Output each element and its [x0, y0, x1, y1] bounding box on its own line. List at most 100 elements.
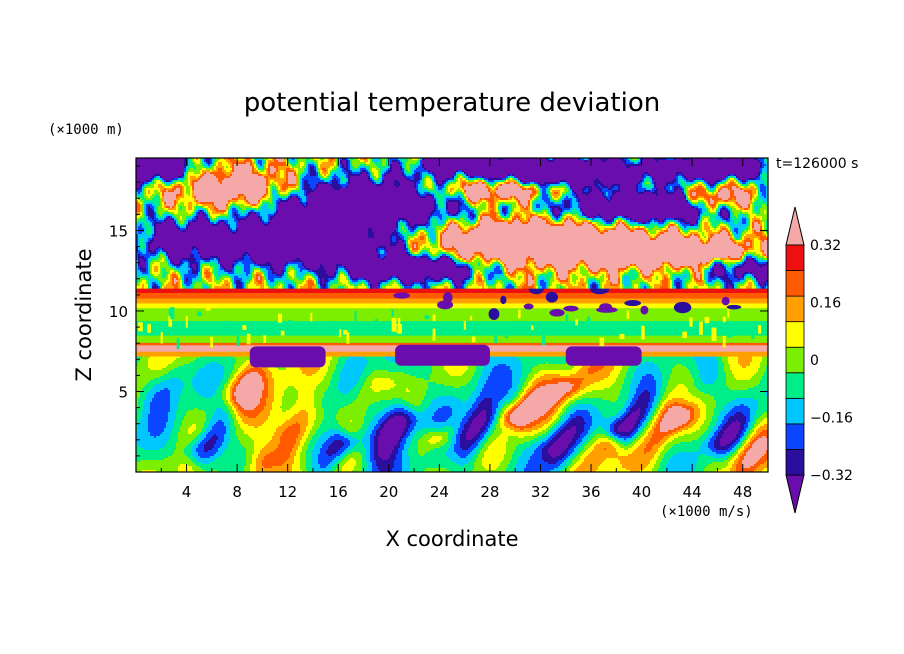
heatmap-cell: [350, 374, 353, 377]
heatmap-cell: [702, 360, 705, 363]
heatmap-cell: [370, 368, 373, 371]
heatmap-cell: [272, 368, 275, 371]
heatmap-cell: [554, 356, 557, 359]
heatmap-cell: [194, 368, 197, 371]
heatmap-cell: [342, 358, 345, 361]
heatmap-cell: [390, 362, 393, 365]
heatmap-cell: [338, 370, 341, 373]
heatmap-cell: [750, 364, 753, 367]
heatmap-cell: [656, 356, 659, 359]
heatmap-cell: [306, 374, 309, 377]
heatmap-cell: [138, 356, 141, 359]
heatmap-cell: [456, 372, 459, 375]
heatmap-cell: [510, 372, 513, 375]
heatmap-cell: [370, 374, 373, 377]
heatmap-cell: [328, 360, 331, 363]
heatmap-cell: [230, 374, 233, 377]
heatmap-cell: [494, 366, 497, 369]
heatmap-cell: [696, 364, 699, 367]
heatmap-cell: [648, 360, 651, 363]
heatmap-cell: [674, 356, 677, 359]
heatmap-cell: [180, 360, 183, 363]
heatmap-cell: [556, 370, 559, 373]
heatmap-cell: [184, 356, 187, 359]
heatmap-cell: [592, 368, 595, 371]
heatmap-cell: [422, 366, 425, 369]
heatmap-cell: [526, 370, 529, 373]
heatmap-cell: [398, 370, 401, 373]
heatmap-cell: [544, 356, 547, 359]
heatmap-cell: [516, 362, 519, 365]
heatmap-cell: [406, 374, 409, 377]
heatmap-cell: [440, 370, 443, 373]
heatmap-cell: [182, 360, 185, 363]
heatmap-cell: [148, 374, 151, 377]
heatmap-cell: [196, 366, 199, 369]
heatmap-cell: [180, 356, 183, 359]
heatmap-cell: [186, 362, 189, 365]
heatmap-cell: [190, 362, 193, 365]
heatmap-cell: [378, 366, 381, 369]
heatmap-cell: [530, 360, 533, 363]
heatmap-cell: [432, 370, 435, 373]
heatmap-cell: [492, 360, 495, 363]
heatmap-cell: [226, 374, 229, 377]
heatmap-cell: [548, 372, 551, 375]
heatmap-cell: [706, 364, 709, 367]
heatmap-cell: [158, 364, 161, 367]
heatmap-cell: [668, 370, 671, 373]
heatmap-cell: [272, 372, 275, 375]
heatmap-cell: [704, 362, 707, 365]
heatmap-cell: [430, 370, 433, 373]
heatmap-cell: [726, 358, 729, 361]
heatmap-cell: [722, 364, 725, 367]
heatmap-cell: [244, 372, 247, 375]
heatmap-cell: [340, 360, 343, 363]
heatmap-cell: [762, 366, 765, 369]
heatmap-cell: [716, 362, 719, 365]
heatmap-cell: [682, 364, 685, 367]
heatmap-cell: [662, 356, 665, 359]
heatmap-cell: [238, 366, 241, 369]
heatmap-cell: [444, 372, 447, 375]
heatmap-cell: [546, 360, 549, 363]
heatmap-cell: [282, 370, 285, 373]
heatmap-cell: [248, 358, 251, 361]
heatmap-cell: [754, 360, 757, 363]
heatmap-cell: [754, 366, 757, 369]
heatmap-cell: [166, 372, 169, 375]
heatmap-cell: [594, 368, 597, 371]
heatmap-cell: [670, 360, 673, 363]
heatmap-cell: [760, 370, 763, 373]
heatmap-cell: [220, 370, 223, 373]
heatmap-cell: [696, 370, 699, 373]
heatmap-cell: [168, 360, 171, 363]
heatmap-cell: [744, 364, 747, 367]
heatmap-cell: [434, 374, 437, 377]
heatmap-cell: [416, 366, 419, 369]
heatmap-cell: [350, 356, 353, 359]
heatmap-cell: [752, 370, 755, 373]
heatmap-cell: [712, 362, 715, 365]
heatmap-cell: [760, 364, 763, 367]
heatmap-cell: [188, 364, 191, 367]
heatmap-cell: [710, 358, 713, 361]
heatmap-cell: [400, 374, 403, 377]
heatmap-cell: [242, 360, 245, 363]
heatmap-cell: [756, 360, 759, 363]
heatmap-cell: [484, 366, 487, 369]
heatmap-cell: [590, 372, 593, 375]
heatmap-cell: [514, 358, 517, 361]
heatmap-cell: [412, 374, 415, 377]
heatmap-cell: [656, 360, 659, 363]
heatmap-cell: [634, 372, 637, 375]
heatmap-cell: [642, 360, 645, 363]
heatmap-cell: [688, 372, 691, 375]
heatmap-cell: [674, 360, 677, 363]
heatmap-cell: [216, 364, 219, 367]
heatmap-cell: [614, 372, 617, 375]
heatmap-cell: [316, 370, 319, 373]
heatmap-cell: [352, 374, 355, 377]
heatmap-cell: [306, 370, 309, 373]
heatmap-cell: [758, 364, 761, 367]
